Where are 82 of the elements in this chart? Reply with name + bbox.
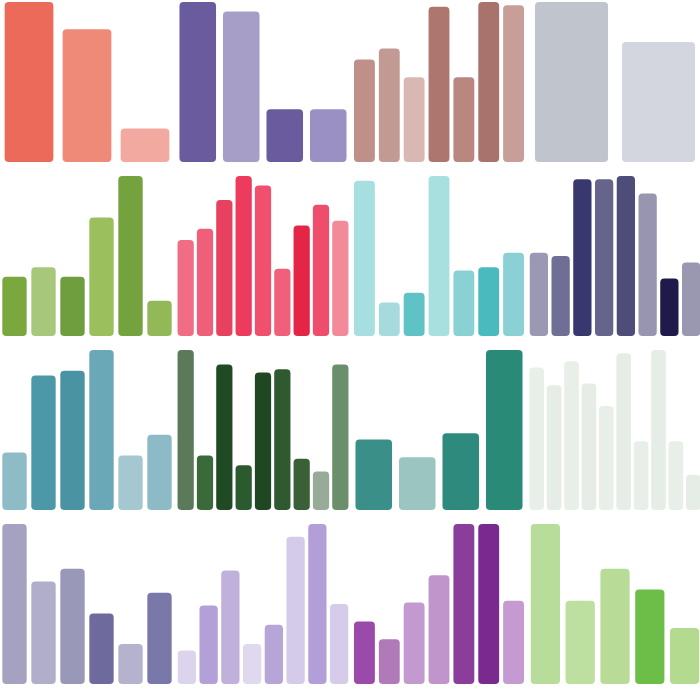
bar (551, 256, 570, 336)
bar (378, 639, 400, 684)
bar (398, 457, 436, 510)
bar (616, 176, 636, 336)
bar (221, 570, 240, 684)
bar (274, 369, 291, 510)
bar (254, 185, 272, 336)
bar (332, 220, 349, 336)
bar (264, 624, 284, 684)
bar (196, 228, 214, 336)
bar (147, 300, 172, 336)
bar (242, 644, 262, 684)
bar (216, 364, 233, 510)
bar (89, 350, 114, 510)
bar (196, 455, 214, 510)
bar (286, 536, 305, 684)
bar (378, 48, 400, 162)
bar (177, 650, 197, 684)
bar (199, 605, 218, 684)
bar (638, 193, 657, 336)
bar (478, 267, 500, 336)
bar (235, 176, 252, 336)
bar (442, 433, 480, 510)
bar (2, 452, 27, 510)
bar (254, 372, 272, 510)
bar (118, 644, 143, 684)
bar (2, 524, 27, 684)
bar (31, 581, 56, 684)
bar (403, 77, 425, 162)
bar (293, 458, 310, 510)
bar (453, 270, 475, 336)
bar (529, 252, 549, 336)
bar (216, 200, 233, 336)
bar (635, 589, 665, 684)
bar (177, 240, 194, 336)
bar (118, 176, 143, 336)
bar (355, 439, 393, 510)
bar (503, 600, 525, 684)
bar (594, 179, 614, 336)
bar (403, 292, 425, 336)
bar (378, 302, 400, 336)
bar (274, 268, 291, 336)
bar (329, 604, 349, 684)
bar (118, 455, 143, 510)
bar (530, 524, 561, 684)
bar (60, 276, 85, 336)
bar (353, 180, 375, 336)
bar (600, 568, 630, 684)
bar (2, 276, 27, 336)
bar (428, 6, 450, 162)
bar (453, 77, 475, 162)
bar (177, 350, 194, 510)
bar (147, 592, 172, 684)
bar (31, 267, 56, 336)
bar (235, 465, 252, 510)
bar (60, 568, 85, 684)
bar (293, 225, 310, 336)
bar (453, 524, 475, 684)
bar (485, 350, 523, 510)
bar (403, 602, 425, 684)
bar (312, 204, 330, 336)
bar (308, 524, 327, 684)
bar (428, 575, 450, 684)
bar (312, 471, 330, 510)
bar (478, 524, 500, 684)
bar (503, 252, 525, 336)
bar (60, 370, 85, 510)
bar (660, 278, 679, 336)
bar (565, 600, 595, 684)
bar (681, 262, 700, 336)
bar (503, 5, 525, 162)
bar (669, 628, 700, 684)
bar (428, 176, 450, 336)
bar (89, 217, 114, 336)
bar (353, 621, 375, 684)
bar (89, 613, 114, 684)
bar (478, 2, 500, 162)
bar (332, 364, 349, 510)
bar (147, 434, 172, 510)
bar (31, 375, 56, 510)
bar (573, 179, 592, 336)
bar (353, 59, 375, 162)
